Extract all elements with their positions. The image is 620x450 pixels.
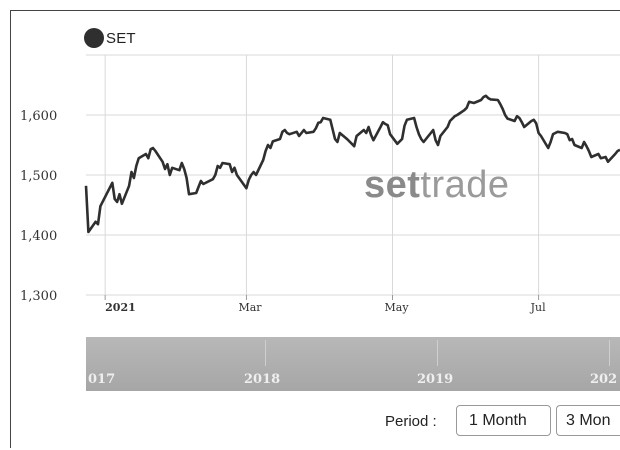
legend[interactable]: SET: [84, 28, 136, 48]
y-tick-label: 1,500: [20, 169, 57, 184]
period-label: Period :: [385, 413, 437, 430]
navigator-label: 2018: [244, 372, 281, 387]
navigator-label: 202: [590, 372, 618, 387]
y-tick-label: 1,300: [20, 289, 57, 304]
series-line-set: [84, 94, 620, 234]
period-3-month-button[interactable]: 3 Mon: [556, 405, 620, 436]
y-tick-label: 1,600: [20, 109, 57, 124]
navigator-label: 2019: [417, 372, 454, 387]
legend-marker-icon: [84, 28, 104, 48]
x-tick-label: Mar: [238, 301, 262, 314]
watermark-logo: settrade: [364, 164, 510, 206]
period-1-month-button[interactable]: 1 Month: [456, 405, 551, 436]
navigator-tick: [437, 340, 438, 366]
navigator-tick: [609, 340, 610, 366]
range-navigator[interactable]: [86, 337, 620, 391]
x-tick-label: Jul: [530, 301, 546, 314]
x-tick-label: May: [385, 301, 410, 314]
legend-label: SET: [106, 29, 136, 47]
navigator-label: 017: [88, 372, 116, 387]
x-tick-label: 2021: [105, 301, 136, 314]
y-tick-label: 1,400: [20, 229, 57, 244]
main-chart: 1,300 1,400 1,500 1,600 2021 Mar May Jul: [20, 54, 620, 314]
chart-frame: [10, 10, 620, 448]
navigator-tick: [265, 340, 266, 366]
